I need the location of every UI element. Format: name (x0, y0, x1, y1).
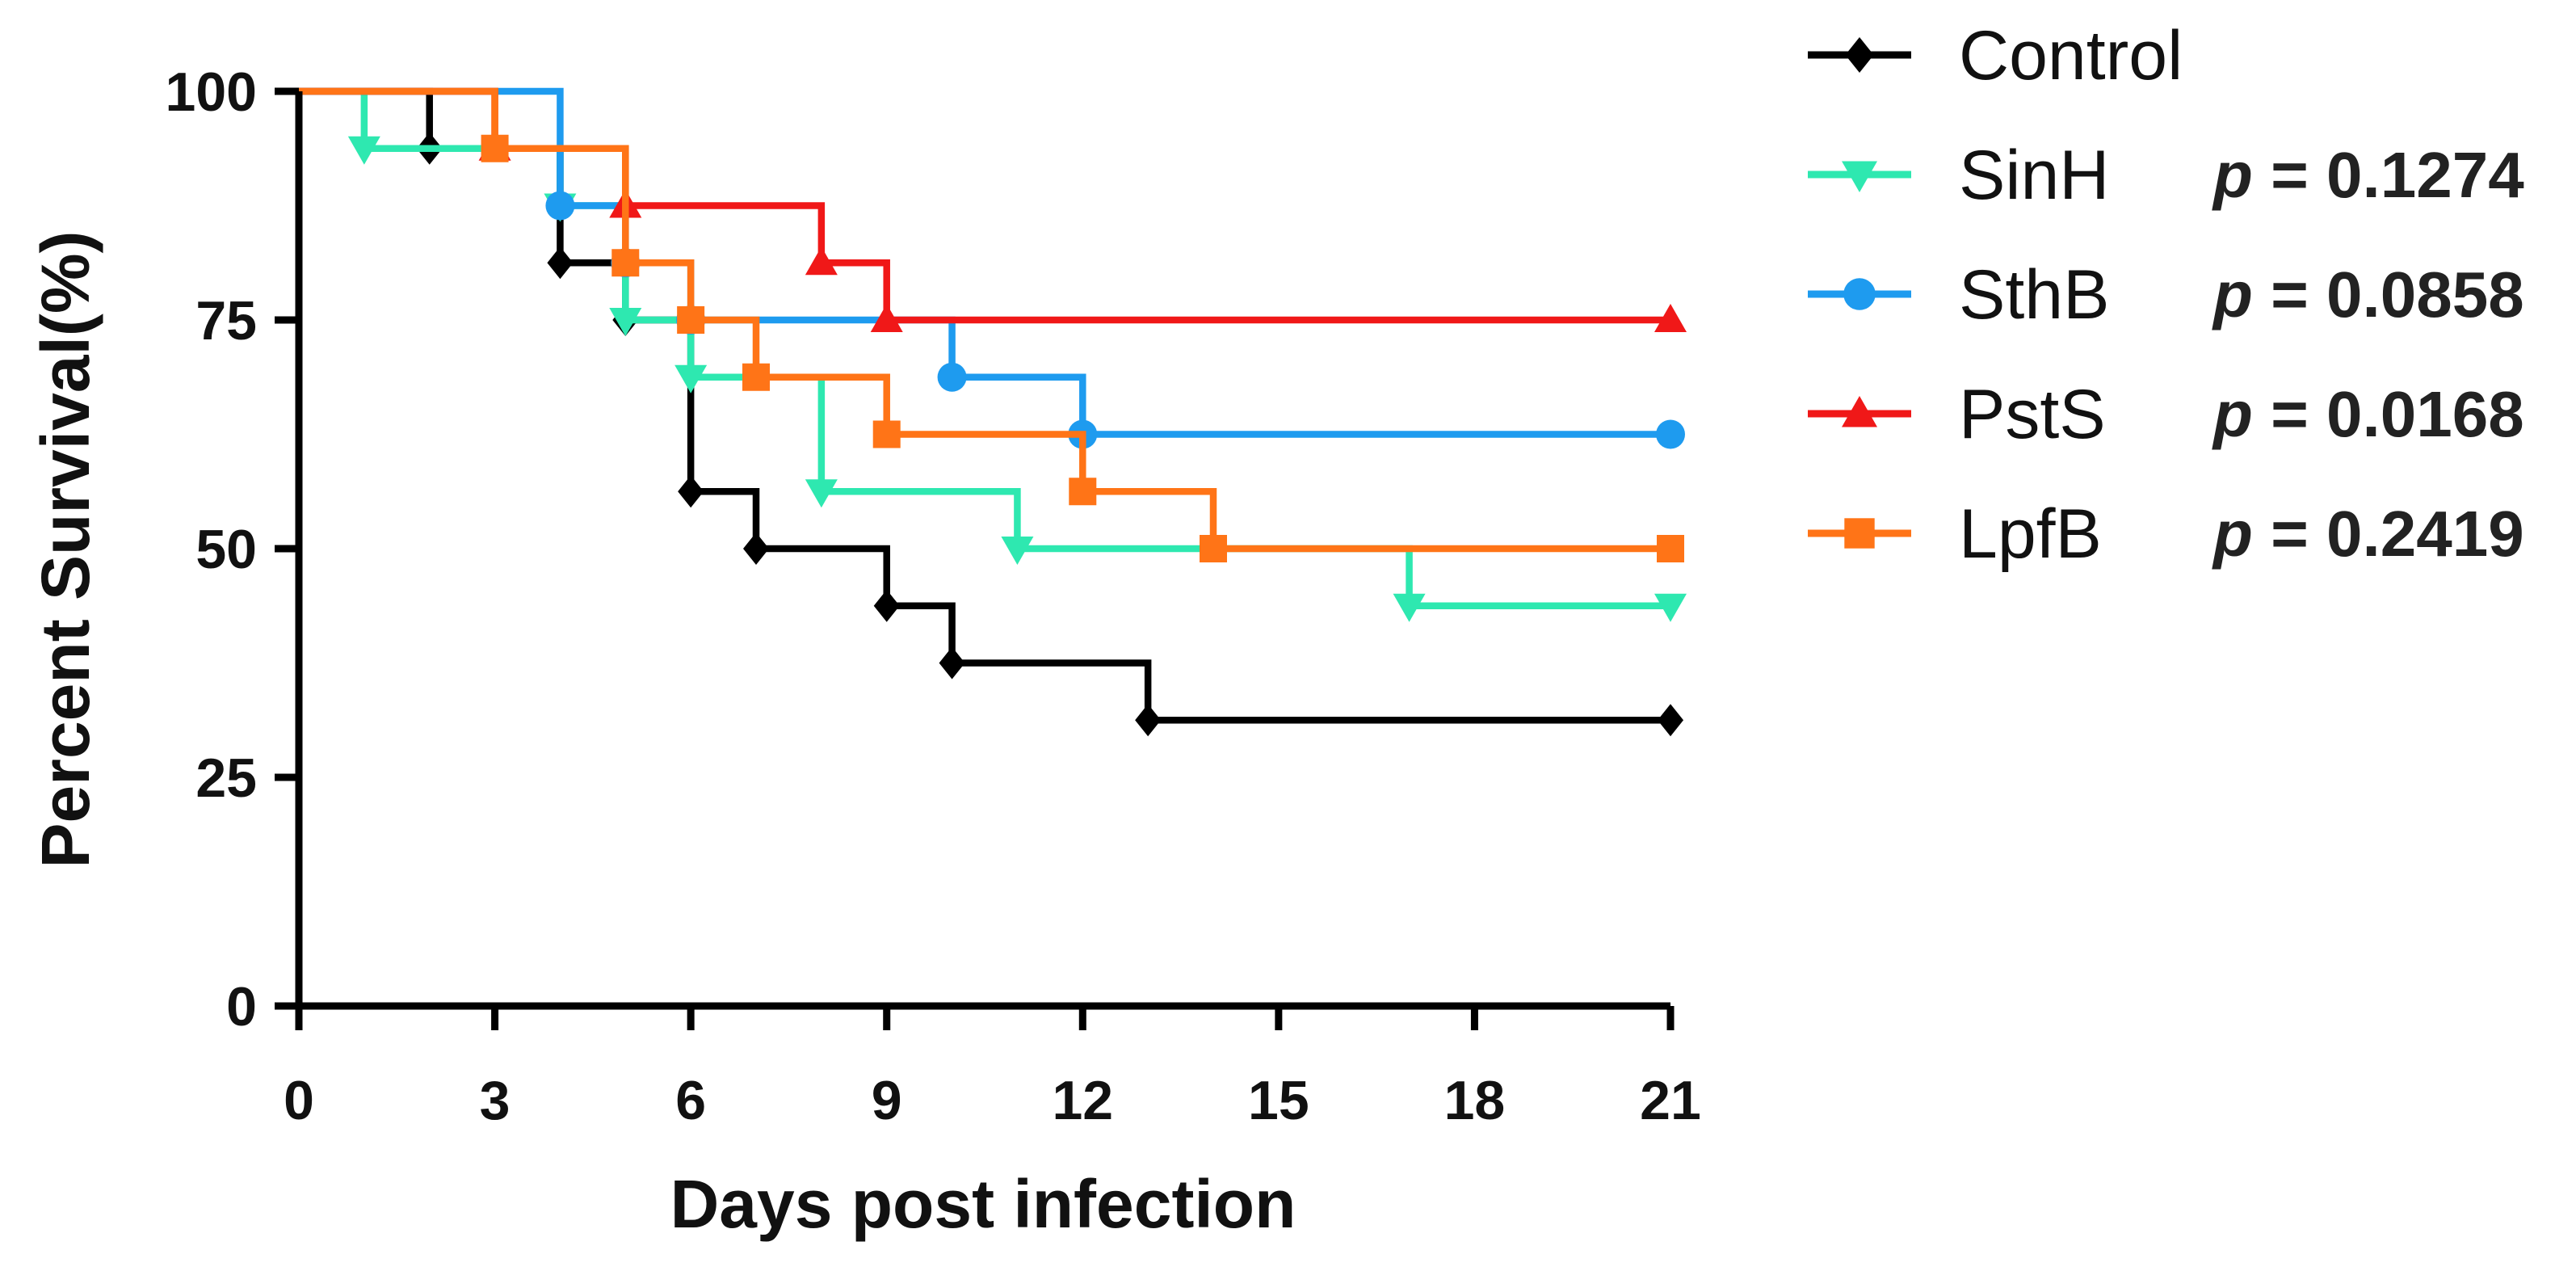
legend-marker-sthb (1843, 278, 1876, 310)
data-point-lpfb (872, 420, 901, 448)
data-point-control (1658, 704, 1683, 737)
series-line-psts (295, 87, 1675, 324)
legend-p-value-sinh: p = 0.1274 (2212, 139, 2524, 211)
legend-p-value-psts: p = 0.0168 (2212, 378, 2524, 450)
data-point-sthb (1656, 419, 1685, 449)
data-point-lpfb (481, 134, 509, 162)
data-point-sinh (674, 364, 708, 394)
data-point-sinh (805, 479, 838, 508)
data-point-lpfb (1200, 535, 1227, 562)
data-point-lpfb (611, 249, 640, 277)
data-point-lpfb (677, 306, 705, 334)
data-point-psts (870, 304, 903, 332)
series-lpfb (295, 87, 1684, 562)
x-tick-label: 18 (1444, 1070, 1506, 1131)
series-line-lpfb (295, 87, 1675, 553)
x-tick-label: 12 (1052, 1070, 1113, 1131)
y-tick-label: 25 (195, 747, 257, 809)
legend-marker-psts (1842, 396, 1877, 427)
legend: Control SinH p = 0.1274 SthB p = 0.0858 PstS p… (1808, 17, 2524, 573)
data-point-sthb (545, 191, 575, 221)
x-tick-label: 6 (675, 1070, 706, 1131)
legend-item-lpfb: LpfB p = 0.2419 (1808, 495, 2524, 573)
x-tick-label: 21 (1640, 1070, 1701, 1131)
data-point-lpfb (1069, 478, 1097, 506)
legend-item-control: Control (1808, 17, 2183, 95)
legend-p-value-sthb: p = 0.0858 (2212, 259, 2524, 330)
legend-label-psts: PstS (1959, 376, 2106, 453)
legend-p-value-lpfb: p = 0.2419 (2212, 498, 2524, 570)
x-tick-label: 15 (1248, 1070, 1309, 1131)
data-point-lpfb (1657, 535, 1684, 562)
data-point-sthb (937, 362, 967, 392)
legend-label-control: Control (1959, 17, 2183, 95)
data-point-sinh (1393, 593, 1426, 622)
legend-item-sinh: SinH p = 0.1274 (1808, 137, 2524, 214)
legend-marker-lpfb (1844, 518, 1875, 549)
x-tick-label: 9 (872, 1070, 902, 1131)
data-point-lpfb (742, 363, 770, 391)
data-point-control (547, 246, 574, 280)
data-point-sinh (609, 308, 642, 336)
y-axis-title: Percent Survival(%) (27, 231, 103, 869)
y-tick-label: 0 (226, 976, 257, 1038)
y-tick-label: 75 (195, 290, 257, 351)
legend-marker-control (1845, 37, 1874, 73)
data-point-control (873, 589, 900, 622)
legend-item-sthb: SthB p = 0.0858 (1808, 256, 2524, 334)
data-point-sinh (347, 136, 380, 165)
legend-marker-sinh (1842, 161, 1877, 192)
ticks-layer: 0 3 6 9 12 15 18 21 0 25 50 75 100 (166, 61, 1701, 1131)
legend-label-sthb: SthB (1959, 256, 2109, 334)
series-line-sinh (295, 87, 1675, 609)
series-psts (295, 87, 1687, 332)
y-tick-label: 50 (195, 519, 257, 580)
legend-label-lpfb: LpfB (1959, 495, 2102, 573)
x-axis-title: Days post infection (670, 1166, 1296, 1242)
data-point-sinh (1654, 593, 1687, 622)
series-control (295, 87, 1683, 737)
x-tick-label: 3 (480, 1070, 511, 1131)
legend-item-psts: PstS p = 0.0168 (1808, 376, 2524, 453)
series-sinh (295, 87, 1687, 622)
data-point-control (678, 475, 704, 508)
series-line-control (295, 87, 1675, 724)
data-point-control (743, 532, 769, 565)
series-layer (295, 87, 1687, 737)
data-point-psts (805, 246, 838, 276)
y-tick-label: 100 (166, 61, 257, 123)
data-point-control (1135, 704, 1162, 737)
data-point-control (939, 646, 965, 680)
x-tick-label: 0 (284, 1070, 314, 1131)
data-point-psts (1654, 304, 1687, 332)
data-point-sinh (1001, 537, 1034, 565)
legend-label-sinh: SinH (1959, 137, 2109, 214)
